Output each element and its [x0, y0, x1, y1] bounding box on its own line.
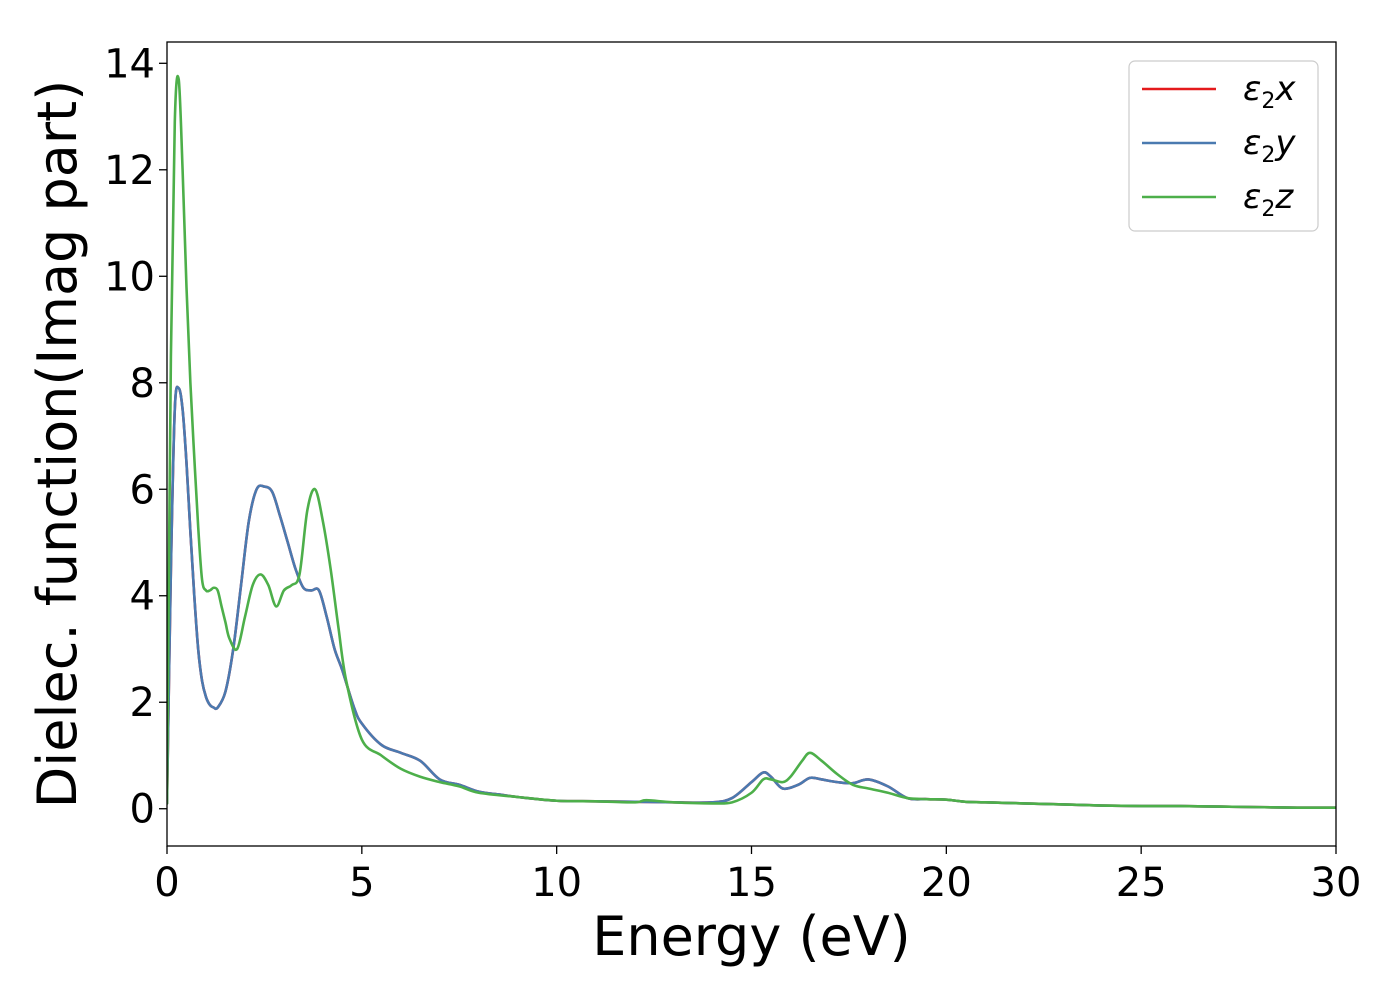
legend-label-y: ε2y [1243, 123, 1296, 168]
y-axis: 0 2 4 6 8 10 12 14 [104, 41, 167, 833]
series-line-x [167, 385, 1336, 809]
y-tick-label: 2 [130, 680, 155, 726]
series-line-y [167, 385, 1336, 809]
legend-label-z: ε2z [1243, 177, 1294, 222]
x-tick-label: 0 [154, 860, 179, 906]
series-layer [167, 74, 1336, 809]
x-tick-label: 15 [726, 860, 777, 906]
y-tick-label: 0 [130, 787, 155, 833]
y-tick-label: 12 [104, 148, 155, 194]
legend-box [1128, 60, 1319, 232]
x-tick-label: 10 [531, 860, 582, 906]
y-tick-label: 8 [130, 361, 155, 407]
x-tick-label: 20 [921, 860, 972, 906]
legend-label-x: ε2x [1243, 69, 1296, 114]
series-line-z [167, 74, 1336, 809]
legend: ε2x ε2y ε2z [1128, 60, 1319, 232]
y-tick-label: 10 [104, 254, 155, 300]
x-axis: 0 5 10 15 20 25 30 [154, 846, 1361, 906]
y-tick-label: 4 [130, 574, 155, 620]
x-tick-label: 25 [1116, 860, 1167, 906]
x-tick-label: 5 [349, 860, 374, 906]
x-axis-title: Energy (eV) [592, 905, 911, 968]
x-tick-label: 30 [1311, 860, 1362, 906]
y-tick-label: 6 [130, 467, 155, 513]
y-tick-label: 14 [104, 41, 155, 87]
y-axis-title: Dielec. function(Imag part) [26, 80, 89, 809]
